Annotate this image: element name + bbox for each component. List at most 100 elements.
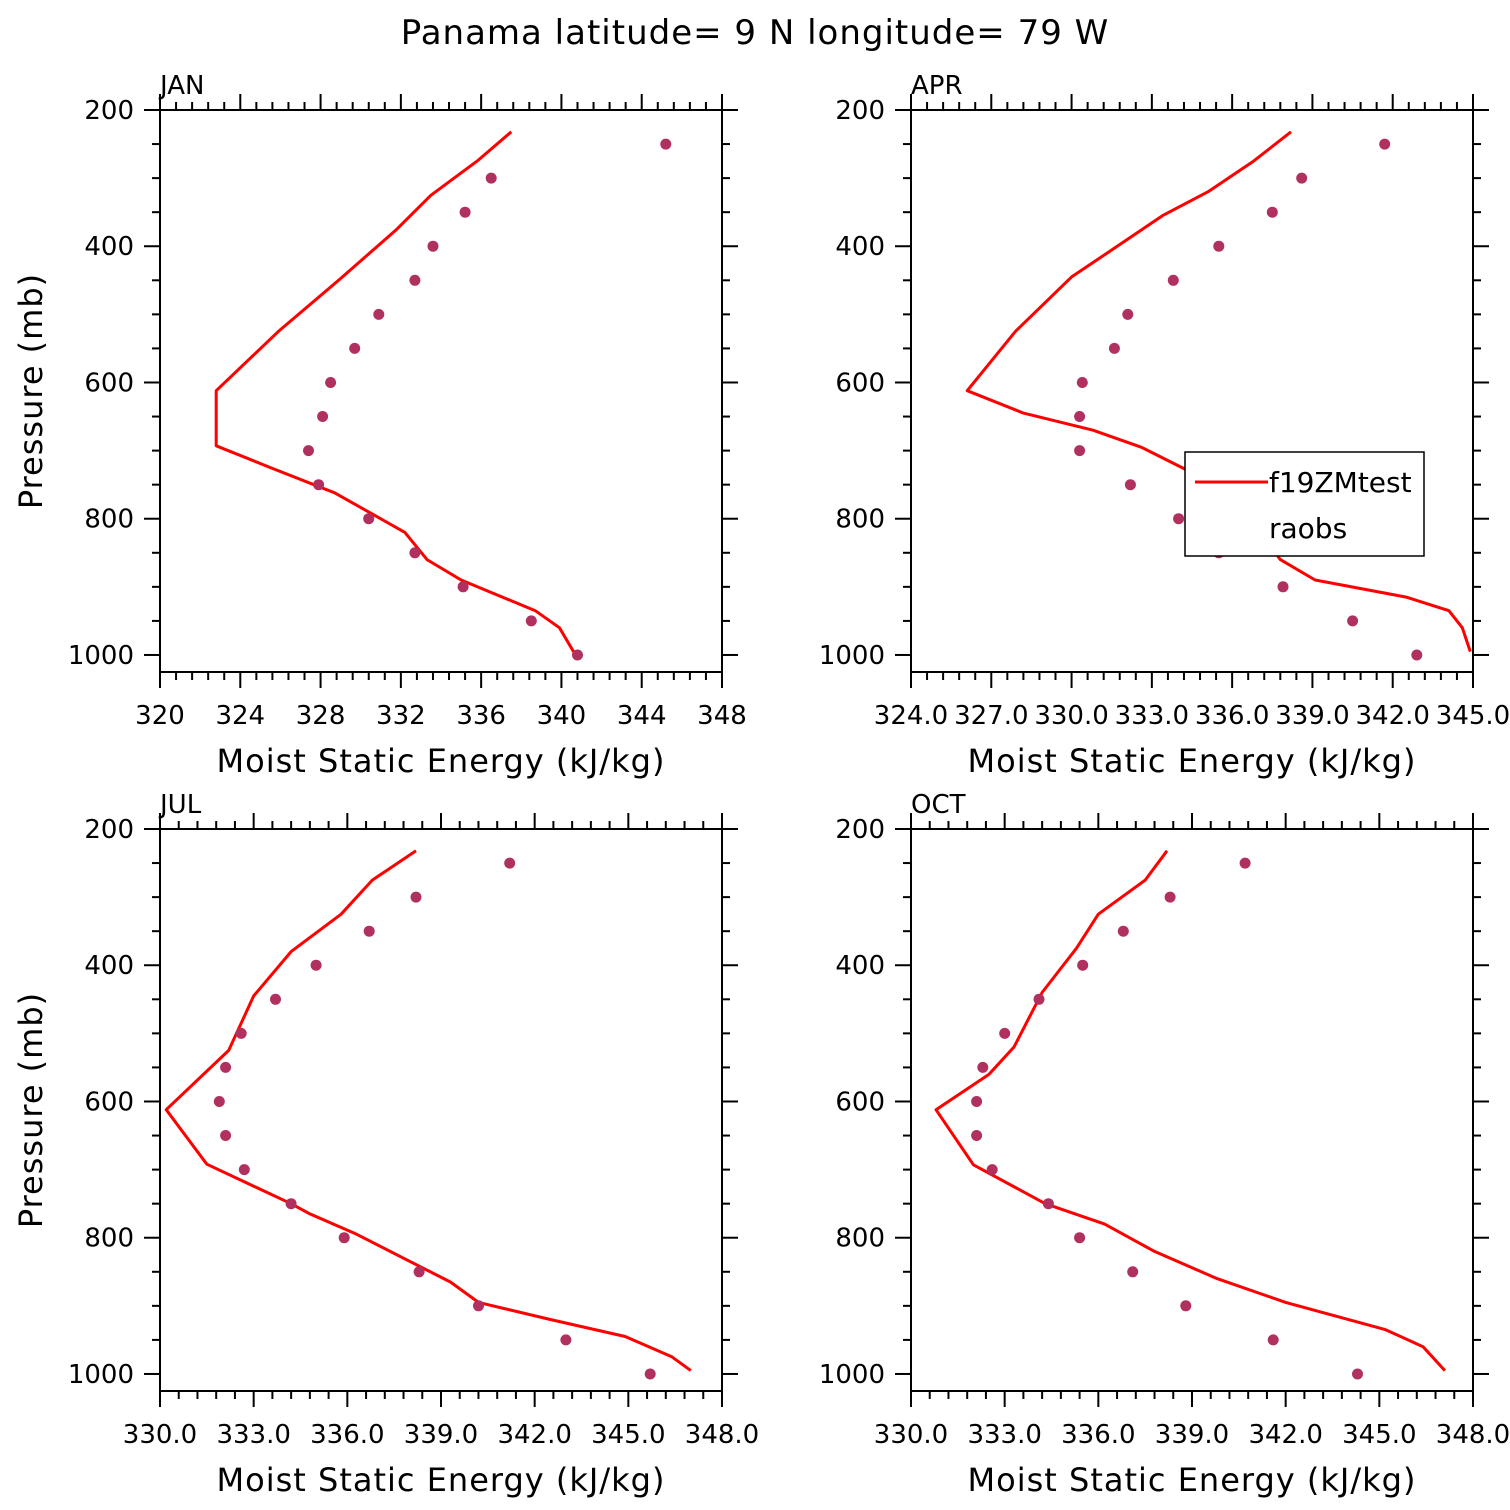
model-line-jan	[214, 130, 577, 656]
obs-point-jan	[303, 445, 314, 457]
y-axis-title-jan: Pressure (mb)	[12, 273, 50, 509]
obs-point-oct	[1042, 1198, 1054, 1210]
obs-point-jul	[220, 1061, 232, 1073]
obs-point-oct	[977, 1061, 989, 1073]
obs-point-oct	[1117, 925, 1129, 937]
y-tick-label-apr: 400	[835, 232, 885, 262]
obs-point-apr	[1347, 615, 1359, 627]
obs-point-apr	[1074, 445, 1086, 457]
obs-point-apr	[1167, 274, 1179, 286]
plot-frame-jul	[159, 828, 723, 1392]
obs-point-jan	[349, 342, 361, 354]
obs-point-jan	[409, 547, 421, 559]
obs-point-oct	[1267, 1334, 1279, 1346]
obs-point-oct	[999, 1027, 1011, 1039]
obs-point-jul	[310, 959, 322, 971]
x-tick-label-apr: 342.0	[1355, 701, 1429, 731]
x-tick-label-jan: 332	[376, 701, 426, 731]
x-tick-label-apr: 333.0	[1115, 701, 1189, 731]
x-tick-label-jul: 345.0	[591, 1420, 665, 1450]
y-tick-label-apr: 800	[835, 505, 885, 535]
obs-point-oct	[1352, 1368, 1363, 1380]
y-tick-label-jan: 1000	[68, 641, 134, 671]
y-tick-label-jan: 800	[84, 505, 134, 535]
obs-point-jul	[338, 1232, 350, 1244]
y-tick-label-jul: 1000	[68, 1360, 134, 1390]
obs-point-jul	[413, 1266, 425, 1278]
y-tick-label-jan: 600	[84, 368, 134, 398]
obs-point-jul	[285, 1198, 297, 1210]
x-tick-label-apr: 339.0	[1275, 701, 1349, 731]
x-tick-label-oct: 348.0	[1436, 1420, 1510, 1450]
x-tick-label-jan: 328	[296, 701, 346, 731]
obs-point-oct	[1074, 1232, 1086, 1244]
obs-point-apr	[1076, 377, 1088, 388]
x-tick-label-jan: 324	[215, 701, 265, 731]
obs-point-oct	[1164, 891, 1176, 903]
obs-point-jul	[238, 1164, 250, 1176]
x-axis-title-jan: Moist Static Energy (kJ/kg)	[217, 742, 666, 780]
obs-point-jan	[373, 308, 385, 320]
obs-point-oct	[1077, 959, 1089, 971]
obs-point-oct	[986, 1164, 998, 1176]
x-tick-label-jul: 348.0	[685, 1420, 759, 1450]
y-tick-label-jan: 200	[84, 96, 134, 126]
x-tick-label-apr: 327.0	[954, 701, 1028, 731]
obs-point-apr	[1122, 308, 1134, 320]
y-tick-label-apr: 200	[835, 96, 885, 126]
obs-point-jan	[459, 206, 471, 218]
obs-point-oct	[971, 1096, 983, 1107]
panel-label-oct: OCT	[911, 790, 966, 820]
x-axis-title-apr: Moist Static Energy (kJ/kg)	[968, 742, 1417, 780]
y-tick-label-jul: 200	[84, 815, 134, 845]
x-tick-label-apr: 336.0	[1195, 701, 1269, 731]
y-tick-label-apr: 1000	[819, 641, 885, 671]
obs-point-oct	[1239, 857, 1251, 869]
x-tick-label-oct: 345.0	[1342, 1420, 1416, 1450]
x-axis-title-oct: Moist Static Energy (kJ/kg)	[968, 1461, 1417, 1499]
obs-point-jan	[572, 649, 583, 661]
legend: f19ZMtest raobs	[1184, 451, 1425, 557]
obs-point-oct	[1127, 1266, 1139, 1278]
x-tick-label-apr: 324.0	[874, 701, 948, 731]
obs-point-jan	[313, 479, 325, 491]
x-tick-label-apr: 330.0	[1034, 701, 1108, 731]
obs-point-jul	[235, 1027, 247, 1039]
y-tick-label-oct: 600	[835, 1087, 885, 1117]
obs-point-jan	[485, 172, 497, 184]
obs-point-apr	[1266, 206, 1278, 218]
panel-label-jan: JAN	[158, 71, 204, 101]
y-axis-title-jul: Pressure (mb)	[12, 992, 50, 1228]
y-tick-label-oct: 800	[835, 1224, 885, 1254]
obs-point-jul	[363, 925, 375, 937]
obs-point-apr	[1379, 138, 1391, 150]
y-tick-label-oct: 200	[835, 815, 885, 845]
x-tick-label-oct: 330.0	[874, 1420, 948, 1450]
chart-panel-oct: OCT 200 400 600 800 1000 330.0 333.0 336.0 339.0 3…	[819, 790, 1510, 1499]
x-tick-label-jan: 344	[617, 701, 667, 731]
y-tick-label-jul: 400	[84, 951, 134, 981]
y-tick-label-jul: 800	[84, 1224, 134, 1254]
obs-point-jan	[525, 615, 537, 627]
y-tick-label-apr: 600	[835, 368, 885, 398]
obs-point-apr	[1108, 342, 1120, 354]
chart-panel-jul: JUL 200 400 600 800 1000 330.0 333.0 336.0 339.0 3…	[12, 790, 759, 1499]
obs-point-apr	[1173, 513, 1185, 525]
obs-point-jul	[213, 1096, 225, 1107]
x-tick-label-jan: 320	[135, 701, 185, 731]
plot-frame-jan	[159, 109, 723, 673]
y-tick-label-oct: 1000	[819, 1360, 885, 1390]
x-tick-label-jan: 340	[537, 701, 587, 731]
x-tick-label-jul: 333.0	[216, 1420, 290, 1450]
plot-frame-oct	[910, 828, 1474, 1392]
x-tick-label-jul: 336.0	[310, 1420, 384, 1450]
obs-point-jan	[317, 411, 329, 422]
x-tick-label-jul: 330.0	[123, 1420, 197, 1450]
figure-title: Panama latitude= 9 N longitude= 79 W	[401, 13, 1110, 53]
y-tick-label-oct: 400	[835, 951, 885, 981]
y-tick-label-jul: 600	[84, 1087, 134, 1117]
obs-point-jan	[660, 138, 672, 150]
